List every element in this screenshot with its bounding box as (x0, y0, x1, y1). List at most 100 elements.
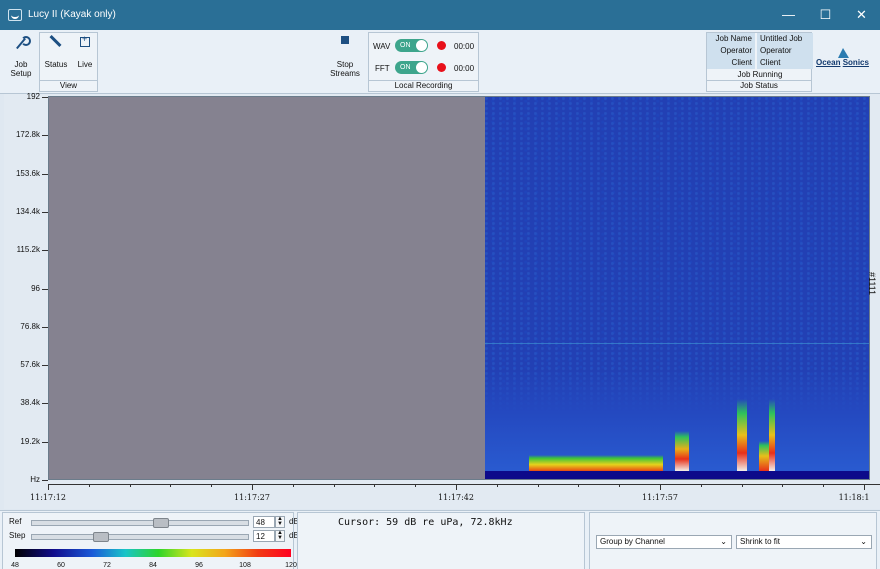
bottom-controls: Ref 48 ▲ ▼ dB Step 12 ▲ ▼ dB 48 60 72 84 96 108… (0, 510, 880, 569)
ref-input[interactable]: 48 (253, 516, 275, 528)
color-scale-tick: 108 (239, 562, 251, 569)
x-minor-tick (578, 484, 580, 487)
close-button[interactable]: ✕ (856, 7, 867, 22)
maximize-button[interactable]: ☐ (819, 7, 832, 22)
step-label: Step (9, 531, 26, 540)
x-tick-mark (864, 484, 865, 490)
tonal-line (485, 343, 869, 344)
x-minor-tick (741, 484, 743, 487)
cursor-readout: Cursor: 59 dB re uPa, 72.8kHz (338, 517, 513, 528)
stop-streams-button[interactable]: Stop Streams (326, 32, 364, 82)
minimize-button[interactable]: — (782, 7, 795, 22)
shrink-select[interactable]: Shrink to fit ⌄ (736, 535, 872, 549)
live-view-icon (80, 35, 90, 47)
wrench-icon (14, 36, 31, 50)
x-axis-line (48, 484, 880, 485)
fft-record-icon[interactable] (437, 63, 446, 72)
client-row: Client Client (707, 57, 813, 69)
y-tick-label: 76.8k (20, 321, 40, 331)
y-tick-label: 96 (31, 283, 40, 293)
ocean-sonics-logo: Ocean Sonics (816, 48, 869, 67)
chevron-down-icon: ⌄ (720, 537, 727, 546)
view-group: Status Live View (39, 32, 98, 92)
operator-row: Operator Operator (707, 45, 813, 57)
x-tick-mark (456, 484, 457, 490)
channel-label: #1111 (867, 272, 877, 296)
color-scale-tick: 120 (285, 562, 297, 569)
y-tick-mark (42, 326, 48, 328)
y-tick-mark (42, 441, 48, 443)
ref-slider-thumb[interactable] (153, 518, 170, 528)
x-minor-tick (537, 484, 539, 487)
y-tick-label: Hz (30, 475, 40, 484)
title-bar: Lucy II (Kayak only) — ☐ ✕ (0, 0, 880, 30)
step-row: Step 12 ▲ ▼ dB (9, 530, 299, 542)
levels-panel: Ref 48 ▲ ▼ dB Step 12 ▲ ▼ dB 48 60 72 84 96 108… (2, 512, 299, 569)
wav-toggle[interactable]: ON (395, 39, 428, 52)
live-button[interactable]: Live (72, 33, 98, 79)
step-slider[interactable] (31, 532, 249, 542)
step-slider-thumb[interactable] (92, 532, 109, 542)
y-tick-mark (42, 173, 48, 175)
fft-toggle[interactable]: ON (395, 61, 428, 74)
group-by-select[interactable]: Group by Channel ⌄ (596, 535, 732, 549)
stop-icon (341, 36, 349, 44)
x-tick-label: 11:17:12 (30, 493, 66, 502)
y-tick-label: 153.6k (15, 168, 40, 178)
color-scale-tick: 48 (11, 562, 19, 569)
status-label: Status (44, 60, 68, 69)
cursor-panel: Cursor: 59 dB re uPa, 72.8kHz (297, 512, 585, 569)
display-options-panel: Group by Channel ⌄ Shrink to fit ⌄ (589, 512, 877, 569)
color-scale-tick: 96 (195, 562, 203, 569)
spectrogram-data (485, 97, 869, 479)
noise-floor-band (485, 471, 869, 479)
x-minor-tick (129, 484, 131, 487)
job-name-row: Job Name Untitled Job (707, 33, 813, 45)
live-label: Live (77, 60, 93, 69)
job-status-table: Job Name Untitled Job Operator Operator Cl… (707, 33, 813, 81)
step-spinner[interactable]: ▲ ▼ (275, 530, 285, 542)
color-scale-bar (15, 549, 291, 557)
x-minor-tick (619, 484, 621, 487)
job-setup-button[interactable]: Job Setup (6, 32, 36, 82)
y-tick-mark (42, 480, 48, 481)
fft-label: FFT (375, 64, 390, 73)
local-recording-label: Local Recording (369, 80, 478, 91)
step-unit: dB (289, 531, 299, 540)
y-tick-mark (42, 250, 48, 252)
x-minor-tick (88, 484, 90, 487)
ref-label: Ref (9, 517, 22, 526)
status-button[interactable]: Status (40, 33, 72, 79)
y-tick-label: 192 (26, 92, 40, 101)
color-scale-tick: 72 (103, 562, 111, 569)
spectrogram-panel: 192 172.8k 153.6k 134.4k 115.2k 96 76.8k 57.6k 3… (4, 92, 880, 509)
wav-record-icon[interactable] (437, 41, 446, 50)
y-tick-mark (42, 97, 48, 98)
ref-slider[interactable] (31, 518, 249, 528)
x-minor-tick (333, 484, 335, 487)
x-tick-label: 11:17:27 (234, 493, 270, 502)
x-minor-tick (700, 484, 702, 487)
chevron-down-icon: ⌄ (860, 537, 867, 546)
color-scale-tick: 60 (57, 562, 65, 569)
x-minor-tick (496, 484, 498, 487)
y-tick-label: 57.6k (20, 360, 40, 370)
ref-spinner[interactable]: ▲ ▼ (275, 516, 285, 528)
x-minor-tick (211, 484, 213, 487)
signal-burst (737, 399, 747, 471)
color-scale-tick: 84 (149, 562, 157, 569)
step-input[interactable]: 12 (253, 530, 275, 542)
spectrogram-plot[interactable] (48, 96, 870, 480)
x-minor-tick (415, 484, 417, 487)
x-tick-label: 11:17:57 (642, 493, 678, 502)
job-status-label: Job Status (707, 80, 811, 91)
x-tick-label: 11:17:42 (438, 493, 474, 502)
x-tick-mark (660, 484, 661, 490)
x-minor-tick (782, 484, 784, 487)
y-tick-label: 134.4k (15, 206, 40, 216)
x-axis: 11:17:12 11:17:27 11:17:42 11:17:57 11:18:1 (30, 484, 880, 508)
ref-row: Ref 48 ▲ ▼ dB (9, 516, 299, 528)
y-tick-label: 115.2k (16, 245, 40, 255)
y-axis: 192 172.8k 153.6k 134.4k 115.2k 96 76.8k 57.6k 3… (4, 92, 48, 484)
